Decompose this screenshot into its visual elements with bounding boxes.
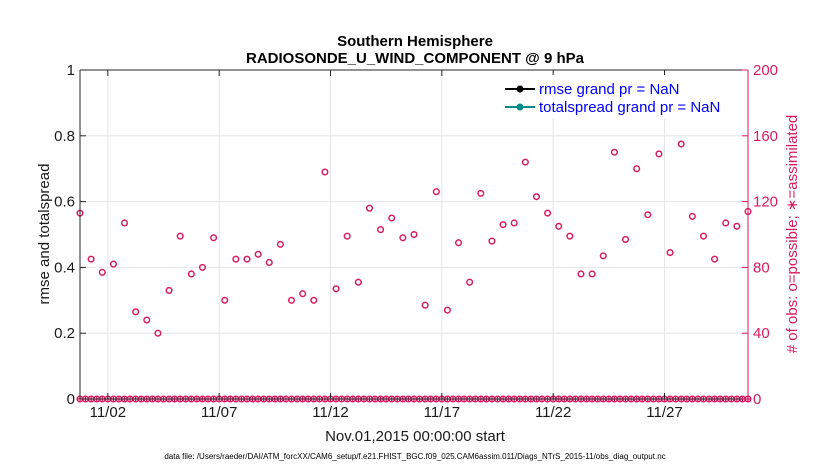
y-tick-label: 1: [67, 62, 75, 79]
obs-possible-marker: [254, 250, 262, 258]
obs-possible-marker: [644, 211, 652, 219]
obs-possible-marker: [265, 258, 273, 267]
obs-possible-marker: [688, 212, 696, 220]
obs-possible-marker: [276, 240, 284, 248]
legend-box: [500, 75, 745, 119]
x-axis-label: Nov.01,2015 00:00:00 start: [325, 428, 506, 445]
obs-possible-marker: [722, 219, 730, 227]
obs-possible-marker: [299, 290, 307, 298]
obs-possible-marker: [287, 296, 296, 304]
x-tick-label: 11/17: [424, 404, 460, 421]
obs-possible-marker: [666, 249, 674, 257]
y-right-tick-label: 80: [753, 259, 770, 276]
y-tick-label: 0.2: [54, 325, 75, 342]
obs-possible-marker: [232, 255, 240, 263]
obs-possible-marker: [399, 234, 407, 242]
y-axis-label: rmse and totalspread: [36, 164, 53, 305]
obs-possible-marker: [421, 301, 429, 309]
x-tick-label: 11/12: [312, 404, 348, 421]
obs-possible-marker: [510, 219, 518, 227]
x-tick-label: 11/22: [535, 404, 571, 421]
obs-possible-marker: [165, 286, 173, 294]
y-right-tick-label: 40: [753, 325, 770, 342]
x-tick-label: 11/07: [201, 404, 237, 421]
obs-possible-marker: [243, 255, 251, 263]
obs-possible-marker: [544, 209, 552, 217]
obs-possible-marker: [377, 226, 385, 234]
x-tick-label: 11/27: [646, 404, 682, 421]
obs-possible-marker: [733, 222, 741, 230]
obs-possible-marker: [655, 150, 663, 158]
obs-possible-marker: [521, 158, 529, 166]
obs-possible-marker: [699, 232, 708, 240]
obs-possible-marker: [621, 235, 630, 243]
obs-possible-marker: [143, 316, 151, 324]
obs-possible-markers: [76, 140, 752, 337]
obs-possible-marker: [198, 263, 207, 271]
y-right-tick-label: 120: [753, 194, 778, 211]
obs-possible-marker: [132, 308, 140, 316]
legend: rmse grand pr = NaN totalspread grand pr…: [500, 75, 745, 119]
legend-label-rmse: rmse grand pr = NaN: [539, 81, 679, 98]
obs-possible-marker: [466, 278, 474, 286]
obs-possible-marker: [599, 252, 607, 260]
chart-subtitle: RADIOSONDE_U_WIND_COMPONENT @ 9 hPa: [246, 50, 585, 67]
obs-possible-marker: [410, 230, 418, 239]
obs-possible-marker: [154, 329, 162, 337]
y-right-tick-label: 0: [753, 391, 761, 408]
legend-marker-totalspread: [516, 103, 524, 111]
obs-possible-marker: [633, 165, 641, 173]
obs-possible-marker: [176, 232, 184, 240]
y-axis-right-label: # of obs: o=possible; ∗=assimilated: [784, 115, 801, 354]
obs-possible-marker: [577, 270, 585, 278]
y-tick-label: 0.8: [54, 128, 75, 145]
y-tick-label: 0.4: [54, 259, 75, 276]
legend-marker-rmse: [516, 85, 524, 93]
plot-area: [80, 70, 748, 399]
obs-possible-marker: [187, 270, 195, 278]
y-right-tick-label: 160: [753, 128, 778, 145]
obs-possible-marker: [120, 219, 129, 227]
obs-possible-marker: [432, 188, 440, 196]
obs-possible-marker: [443, 306, 451, 314]
obs-possible-marker: [365, 204, 374, 212]
data-file-footnote: data file: /Users/raeder/DAI/ATM_forcXX/…: [164, 452, 665, 461]
y-tick-label: 0: [67, 391, 75, 408]
obs-possible-marker: [488, 237, 496, 245]
obs-possible-marker: [210, 234, 218, 242]
obs-possible-marker: [98, 268, 106, 276]
obs-possible-marker: [610, 148, 618, 156]
obs-possible-marker: [677, 140, 685, 148]
y-right-tick-label: 200: [753, 62, 778, 79]
obs-possible-marker: [109, 260, 117, 268]
obs-possible-marker: [477, 189, 485, 197]
obs-possible-marker: [588, 270, 596, 278]
obs-possible-marker: [454, 239, 463, 247]
obs-possible-marker: [388, 214, 396, 222]
obs-possible-marker: [310, 296, 318, 304]
x-tick-label: 11/02: [90, 404, 126, 421]
obs-possible-marker: [555, 222, 563, 230]
obs-possible-marker: [532, 193, 541, 201]
obs-possible-marker: [354, 278, 362, 286]
y-tick-label: 0.6: [54, 194, 75, 211]
chart-title: Southern Hemisphere: [337, 33, 493, 50]
obs-possible-marker: [711, 255, 719, 263]
obs-possible-marker: [321, 168, 329, 176]
obs-possible-marker: [221, 296, 229, 304]
legend-label-totalspread: totalspread grand pr = NaN: [539, 99, 720, 116]
axis-ticks: 11/02 11/07 11/12 11/17 11/22 11/27 0 0.2 0.4 0.6…: [54, 62, 778, 421]
obs-possible-marker: [332, 285, 340, 293]
obs-possible-marker: [343, 232, 351, 240]
obs-possible-marker: [566, 232, 574, 240]
obs-possible-marker: [499, 221, 507, 229]
obs-possible-marker: [87, 255, 95, 263]
